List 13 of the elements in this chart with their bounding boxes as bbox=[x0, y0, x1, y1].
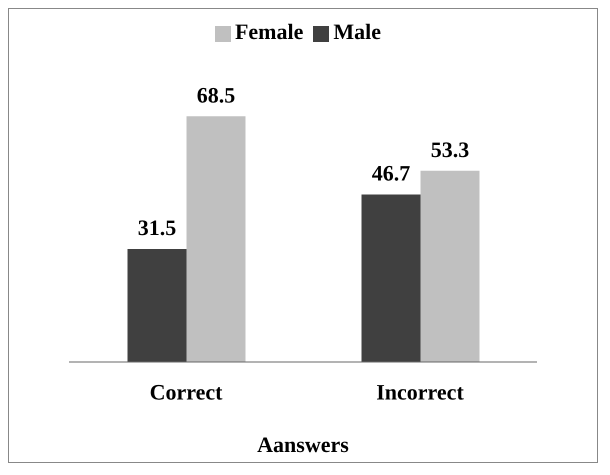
legend-label: Male bbox=[333, 19, 382, 44]
bar bbox=[420, 170, 480, 362]
x-tick-label: Incorrect bbox=[376, 380, 464, 405]
data-label: 46.7 bbox=[372, 160, 410, 186]
data-label: 31.5 bbox=[138, 214, 176, 240]
bar bbox=[186, 116, 246, 362]
x-axis-title: Aanswers bbox=[257, 432, 350, 457]
bar bbox=[128, 248, 186, 362]
data-label: 68.5 bbox=[196, 82, 236, 108]
data-label: 53.3 bbox=[430, 136, 470, 162]
bar bbox=[362, 194, 420, 362]
x-tick-label: Correct bbox=[150, 380, 224, 405]
legend-label: Female bbox=[234, 19, 304, 44]
